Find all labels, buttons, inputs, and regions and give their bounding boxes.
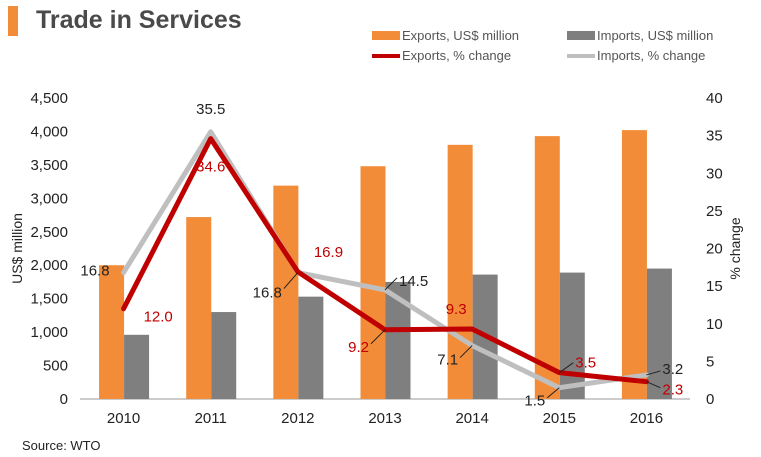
legend-label-exports-bar: Exports, US$ million — [402, 28, 519, 43]
imports-pct-leader — [459, 345, 473, 358]
exports-bar — [447, 144, 473, 399]
y-left-tick-label: 3,000 — [30, 190, 68, 207]
y-left-tick-label: 2,500 — [30, 224, 68, 241]
chart-title: Trade in Services — [36, 6, 242, 34]
exports-pct-label: 3.5 — [575, 355, 596, 372]
exports-bar — [621, 130, 647, 399]
bars — [99, 130, 672, 400]
legend-label-exports-pct: Exports, % change — [402, 48, 511, 63]
imports-bar — [298, 296, 324, 399]
exports-pct-label: 34.6 — [196, 159, 225, 176]
y-right-tick-label: 15 — [706, 278, 723, 295]
y-left-tick-label: 2,000 — [30, 257, 68, 274]
exports-pct-label: 16.9 — [314, 244, 343, 261]
y-right-tick-label: 25 — [706, 203, 723, 220]
imports-pct-label: 16.8 — [253, 285, 282, 302]
axes: 0 500 1,000 1,500 2,000 2,500 3,000 3,500 4,000 4… — [9, 90, 743, 427]
y-right-tick-label: 5 — [706, 353, 714, 370]
imports-pct-label: 35.5 — [196, 101, 225, 118]
exports-pct-leader — [646, 381, 661, 389]
imports-pct-leader — [646, 370, 661, 376]
y-right-tick-label: 30 — [706, 165, 723, 182]
legend-label-imports-pct: Imports, % change — [597, 48, 705, 63]
imports-pct-label: 3.2 — [662, 361, 683, 378]
exports-bar — [99, 265, 125, 399]
imports-pct-leader — [546, 387, 560, 399]
x-tick-label: 2016 — [630, 410, 663, 427]
exports-pct-label: 2.3 — [662, 382, 683, 399]
exports-bar — [534, 136, 560, 400]
legend: Exports, US$ million Imports, US$ million… — [372, 28, 713, 63]
x-tick-label: 2014 — [455, 410, 488, 427]
data-labels: 16.8 35.5 16.8 14.5 7.1 1.5 3.2 12.0 34.6 16.9 9.2… — [80, 101, 683, 410]
exports-pct-label: 12.0 — [144, 309, 173, 326]
y-right-tick-label: 0 — [706, 391, 714, 408]
exports-pct-label: 9.2 — [348, 339, 369, 356]
imports-pct-label: 16.8 — [80, 263, 109, 280]
y-left-tick-label: 1,000 — [30, 324, 68, 341]
source-note: Source: WTO — [22, 438, 101, 453]
imports-pct-label: 1.5 — [524, 393, 545, 410]
imports-bar — [124, 334, 150, 399]
exports-bar — [186, 217, 212, 399]
legend-label-imports-bar: Imports, US$ million — [597, 28, 713, 43]
y-left-tick-label: 500 — [43, 358, 68, 375]
y-left-tick-label: 0 — [60, 391, 68, 408]
imports-pct-leader — [283, 272, 299, 289]
x-tick-label: 2015 — [543, 410, 576, 427]
y-right-tick-label: 10 — [706, 316, 723, 333]
exports-pct-label: 9.3 — [446, 301, 467, 318]
x-tick-label: 2011 — [195, 410, 227, 427]
y-right-tick-label: 35 — [706, 128, 723, 145]
y-right-tick-label: 20 — [706, 241, 723, 258]
imports-pct-label: 7.1 — [437, 352, 458, 369]
x-tick-label: 2012 — [281, 410, 314, 427]
exports-pct-leader — [558, 362, 574, 374]
y-left-tick-label: 1,500 — [30, 291, 68, 308]
x-tick-label: 2010 — [107, 410, 140, 427]
imports-pct-leader — [384, 277, 398, 291]
title-accent-bar — [8, 6, 18, 36]
y-left-tick-label: 4,500 — [30, 90, 68, 107]
y-left-axis-title: US$ million — [9, 213, 25, 284]
imports-bar — [211, 312, 237, 399]
legend-swatch-imports-bar — [567, 31, 595, 40]
exports-pct-leader — [370, 329, 386, 345]
y-left-tick-label: 3,500 — [30, 157, 68, 174]
y-right-tick-label: 40 — [706, 90, 723, 107]
y-right-axis-title: % change — [727, 217, 743, 279]
y-left-tick-label: 4,000 — [30, 123, 68, 140]
imports-pct-label: 14.5 — [399, 273, 428, 290]
exports-bar — [360, 166, 386, 399]
legend-swatch-exports-bar — [372, 31, 400, 40]
exports-bar — [273, 185, 299, 399]
imports-bar — [559, 272, 585, 399]
x-tick-label: 2013 — [368, 410, 401, 427]
imports-bar — [646, 268, 672, 399]
